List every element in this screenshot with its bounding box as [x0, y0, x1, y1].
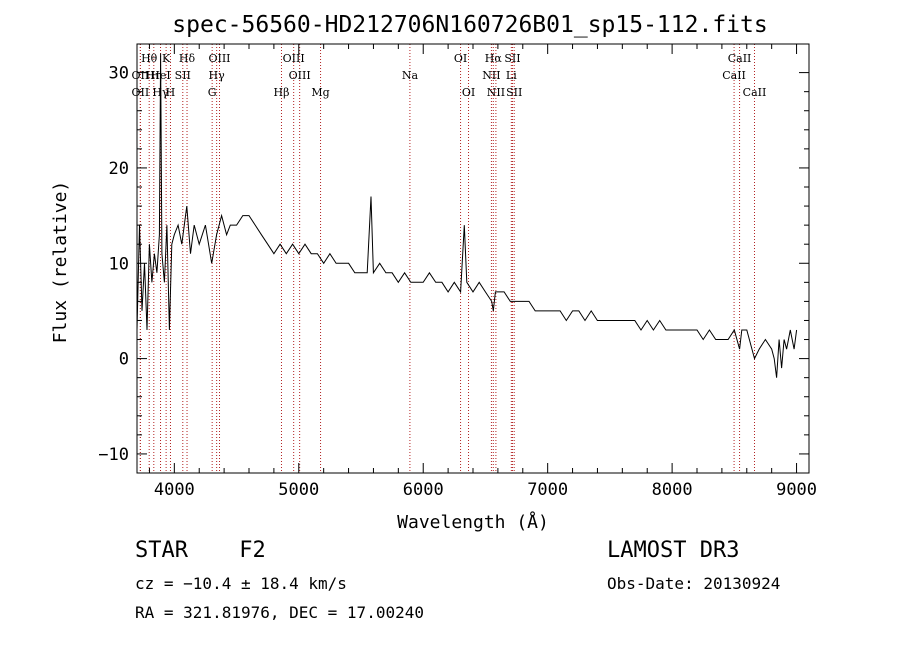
y-axis-label: Flux (relative) [50, 181, 71, 344]
line-label: G [208, 86, 217, 99]
plot-frame [136, 43, 810, 474]
coordinates-text: RA = 321.81976, DEC = 17.00240 [135, 603, 424, 622]
line-label: NII [482, 69, 500, 82]
line-label: Hδ [179, 52, 196, 65]
line-label: Hθ [141, 52, 158, 65]
line-label: NII [487, 86, 505, 99]
y-tick-label: 20 [109, 159, 129, 179]
line-label: Li [506, 69, 517, 82]
line-label: OIII [289, 69, 311, 82]
spectral-line-markers [139, 44, 755, 473]
line-label: CaII [743, 86, 767, 99]
line-label: Na [402, 69, 419, 82]
line-label: OIII [208, 52, 230, 65]
y-tick-label: 10 [109, 254, 129, 274]
x-axis-label: Wavelength (Å) [397, 511, 549, 533]
line-label: K [162, 52, 171, 65]
line-label: OIII [283, 52, 305, 65]
y-tick-label: 30 [109, 64, 129, 84]
x-tick-label: 7000 [527, 480, 568, 500]
x-tick-label: 5000 [278, 480, 319, 500]
y-axis-ticks: −10 0 10 20 30 [98, 64, 809, 465]
line-label: CaII [728, 52, 752, 65]
x-axis-ticks: 4000 5000 6000 7000 8000 9000 [148, 44, 817, 500]
y-tick-label: 0 [119, 350, 129, 370]
redshift-text: cz = −10.4 ± 18.4 km/s [135, 574, 347, 593]
line-label: OII [132, 86, 150, 99]
obs-date-text: Obs-Date: 20130924 [607, 574, 781, 593]
line-label: CaII [722, 69, 746, 82]
spectrum-line [136, 53, 798, 378]
survey-name: LAMOST DR3 [607, 538, 740, 563]
x-tick-label: 4000 [154, 480, 195, 500]
line-label: Mg [311, 86, 329, 99]
chart-title: spec-56560-HD212706N160726B01_sp15-112.f… [172, 12, 767, 38]
line-label: H [166, 86, 176, 99]
line-label: Hγ [209, 69, 226, 82]
line-label: Hη [146, 69, 162, 82]
line-label: SII [504, 52, 520, 65]
subclass-value: F2 [239, 538, 266, 563]
line-label: OI [462, 86, 475, 99]
line-label: Hβ [274, 86, 290, 99]
line-label: SII [175, 69, 191, 82]
object-class-value: STAR [135, 538, 188, 563]
object-class: STAR F2 [135, 538, 266, 563]
line-label: SII [506, 86, 522, 99]
y-tick-label: −10 [98, 445, 129, 465]
x-tick-label: 6000 [403, 480, 444, 500]
x-tick-label: 8000 [652, 480, 693, 500]
line-label: Hα [485, 52, 503, 65]
x-tick-label: 9000 [776, 480, 817, 500]
line-label: OI [454, 52, 467, 65]
